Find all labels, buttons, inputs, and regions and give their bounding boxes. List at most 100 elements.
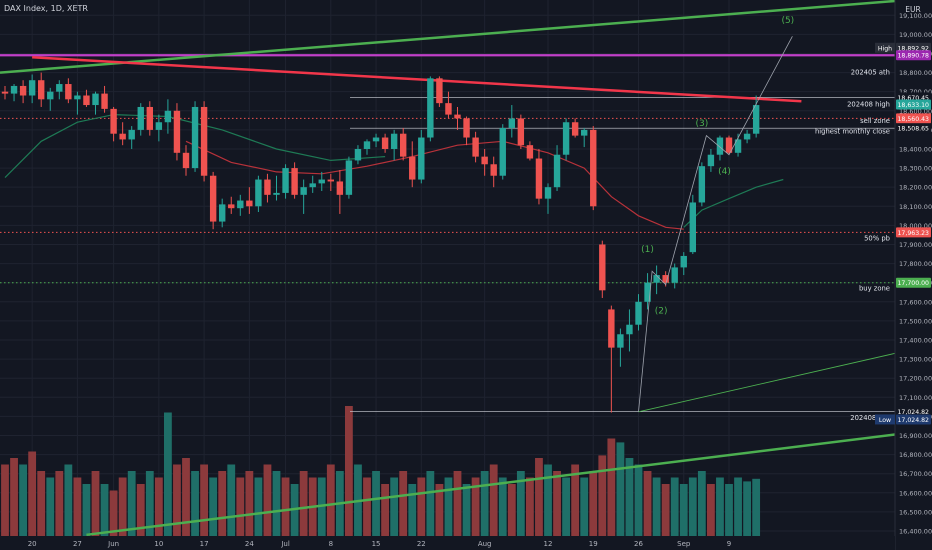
candle-body: [74, 95, 81, 100]
candle-body: [644, 282, 651, 302]
candle-body: [400, 133, 407, 157]
wave-label: (4): [718, 167, 731, 177]
lower-channel-line-thick: [86, 433, 896, 537]
volume-bar: [571, 464, 580, 536]
price-tick-label: 17,800.00: [899, 260, 932, 268]
candle-body: [101, 93, 108, 109]
candle-body: [327, 179, 334, 182]
candles[interactable]: [1, 72, 760, 413]
time-tick-label: 10: [154, 540, 163, 548]
price-tick-label: 16,800.00: [899, 451, 932, 459]
candle-body: [671, 267, 678, 283]
volume-bar: [200, 464, 208, 536]
volume-bar: [28, 451, 37, 536]
candle-body: [336, 181, 344, 195]
volume-bar: [164, 412, 172, 536]
volume-bar: [154, 477, 163, 536]
price-badge-50pct-pb: [896, 227, 931, 238]
candle-body: [743, 133, 751, 140]
volume-bar: [64, 464, 73, 536]
volume-bar: [435, 484, 444, 536]
currency-label[interactable]: EUR: [905, 5, 920, 14]
volume-bar: [218, 471, 227, 536]
volume-bar: [100, 484, 109, 536]
wave-label: (5): [781, 16, 794, 26]
candle-body: [716, 137, 724, 155]
wave-label: (1): [641, 245, 654, 255]
volume-bar: [372, 471, 380, 536]
candle-body: [137, 106, 144, 130]
price-tick-label: 18,300.00: [899, 165, 932, 173]
wave-label: (3): [695, 119, 708, 129]
candle-body: [300, 187, 307, 195]
candle-body: [381, 137, 389, 149]
price-badge-tag-low: [875, 414, 895, 425]
volume-bar: [55, 471, 64, 536]
volume-bar: [426, 471, 435, 536]
wave-paths: (1) (2) (3) (4) (5): [638, 16, 794, 412]
time-tick-label: 26: [634, 540, 643, 548]
volume-bar: [679, 484, 688, 536]
candle-body: [155, 122, 163, 130]
price-tick-label: 17,900.00: [899, 241, 932, 249]
candle-body: [228, 204, 235, 209]
volume-bar: [173, 464, 181, 536]
volume-bar: [589, 471, 598, 536]
trendlines: [0, 0, 896, 537]
candle-body: [372, 137, 380, 142]
candle-body: [608, 309, 615, 348]
elliott-wave-path: [638, 36, 793, 412]
candle-body: [544, 187, 552, 199]
candle-body: [56, 84, 63, 92]
volume-bar: [245, 471, 254, 536]
volume-bar: [46, 477, 55, 536]
time-tick-label: 9: [727, 540, 731, 548]
time-tick-label: Aug: [478, 540, 492, 548]
candle-body: [599, 244, 606, 291]
volume-bar: [616, 442, 625, 536]
upper-channel-line: [0, 0, 896, 74]
price-badge-value: 18,560.43: [898, 116, 930, 123]
candle-body: [209, 175, 217, 222]
volume-bar: [299, 471, 308, 536]
time-axis-panel[interactable]: [0, 536, 895, 550]
price-tick-label: 18,800.00: [899, 69, 932, 77]
volume-bar: [109, 490, 118, 536]
volume-bar: [743, 481, 751, 536]
volume-bar: [227, 464, 236, 536]
candle-body: [255, 179, 262, 207]
volume-bar: [670, 477, 679, 536]
lower-channel-line-thin: [638, 352, 896, 413]
candle-body: [499, 127, 506, 176]
candle-body: [291, 168, 298, 195]
candle-body: [309, 183, 316, 188]
wave-label: (2): [655, 306, 668, 316]
candle-body: [173, 110, 181, 153]
candle-body: [200, 106, 208, 176]
volume-bar: [272, 471, 281, 536]
time-tick-label: 27: [73, 540, 82, 548]
time-tick-label: 22: [417, 540, 426, 548]
price-tick-label: 18,600.00: [899, 107, 932, 115]
price-badge-tag-text: High: [878, 45, 892, 52]
time-tick-label: 15: [372, 540, 381, 548]
volume-bar: [209, 477, 218, 536]
volume-bar: [462, 484, 471, 536]
price-tick-label: 18,000.00: [899, 222, 932, 230]
candle-body: [653, 275, 660, 283]
level-label-highest-monthly-close: highest monthly close: [815, 128, 890, 136]
price-badge-202405-ath: [896, 50, 931, 61]
price-tick-label: 18,700.00: [899, 88, 932, 96]
volume-bar: [254, 477, 263, 536]
volume-bar: [399, 471, 408, 536]
time-axis[interactable]: 20 27 Jun 10 17 24 Jul 8 15 22 Aug 12 19 26 Sep 9: [28, 540, 732, 548]
volume-bar: [127, 471, 136, 536]
volume-bar: [263, 464, 272, 536]
price-axis-panel[interactable]: [895, 0, 932, 550]
price-badge-202408-low-a: [896, 406, 931, 417]
price-badge-202408-high-b: [896, 99, 931, 110]
volume-bar: [281, 477, 290, 536]
volume-bar: [498, 477, 507, 536]
candle-body: [698, 166, 706, 203]
